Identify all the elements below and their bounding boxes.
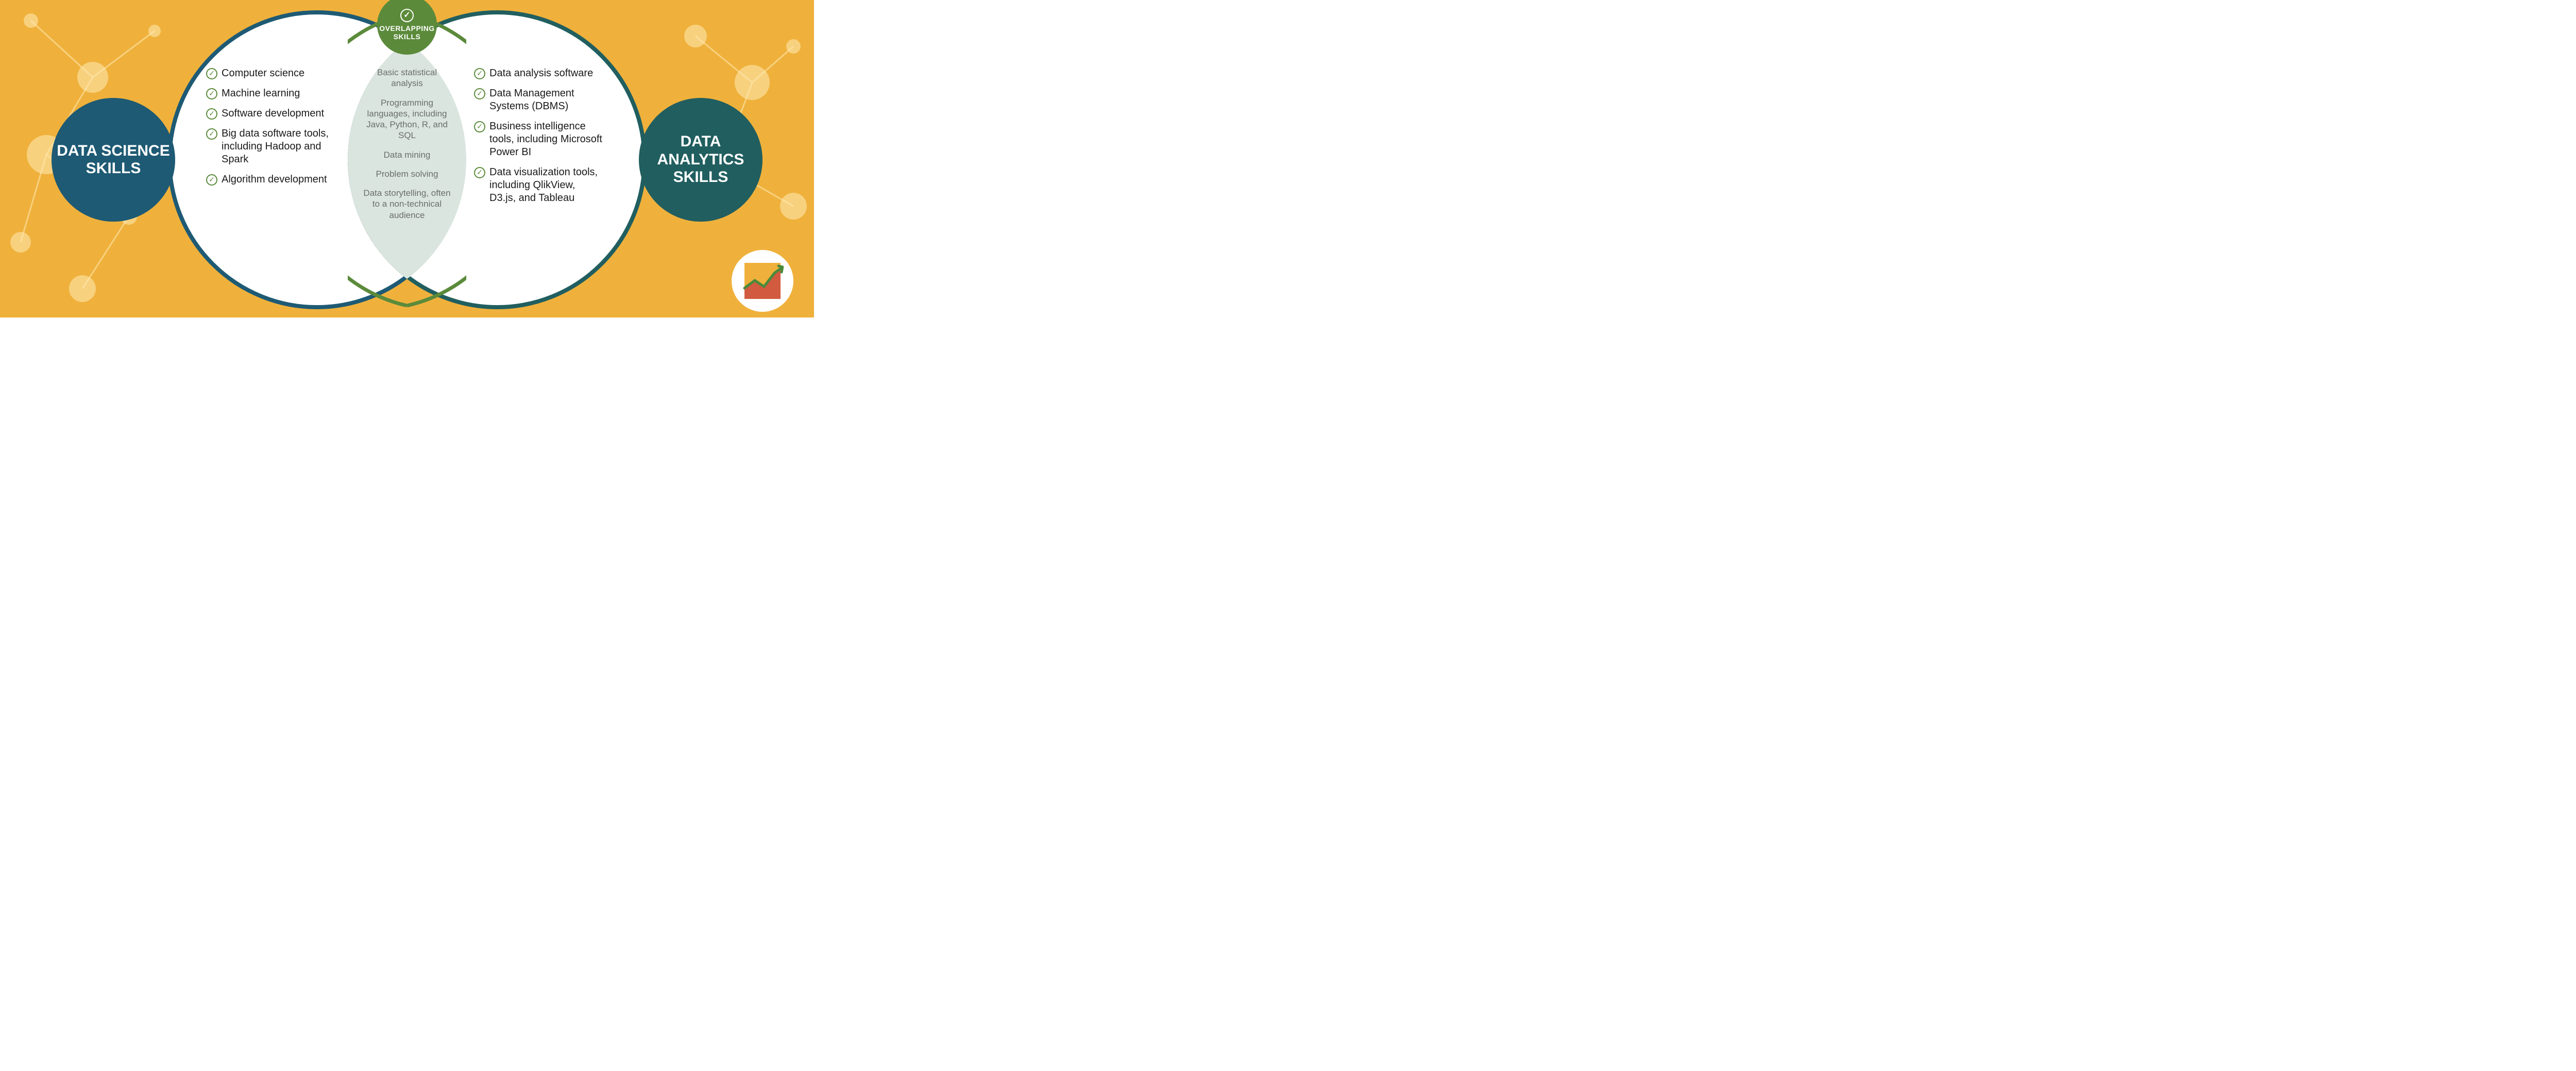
badge-left-label: DATA SCIENCE SKILLS bbox=[57, 142, 170, 178]
badge-overlap-label: OVERLAPPING SKILLS bbox=[379, 24, 434, 41]
list-item: ✓ Computer science bbox=[206, 67, 335, 80]
chart-icon bbox=[732, 250, 793, 312]
overlap-skills-list: Basic statistical analysis Programming l… bbox=[363, 67, 451, 229]
badge-right-label: DATA ANALYTICS SKILLS bbox=[644, 133, 757, 187]
skill-text: Business intelligence tools, including M… bbox=[489, 120, 603, 159]
skill-text: Algorithm development bbox=[222, 173, 327, 186]
skill-text: Software development bbox=[222, 107, 324, 120]
check-icon: ✓ bbox=[206, 108, 217, 120]
overlap-item: Data storytelling, often to a non-techni… bbox=[363, 188, 451, 221]
list-item: ✓ Big data software tools, including Hado… bbox=[206, 127, 335, 166]
check-icon: ✓ bbox=[474, 121, 485, 132]
badge-data-analytics: DATA ANALYTICS SKILLS bbox=[639, 98, 762, 222]
check-icon: ✓ bbox=[206, 68, 217, 79]
skill-text: Data analysis software bbox=[489, 67, 593, 80]
check-icon: ✓ bbox=[474, 88, 485, 99]
check-icon: ✓ bbox=[206, 88, 217, 99]
overlap-item: Basic statistical analysis bbox=[363, 67, 451, 89]
right-skills-list: ✓ Data analysis software ✓ Data Management… bbox=[474, 67, 603, 212]
skill-text: Data visualization tools, including Qlik… bbox=[489, 166, 603, 205]
check-icon: ✓ bbox=[206, 174, 217, 186]
check-icon: ✓ bbox=[400, 9, 414, 22]
list-item: ✓ Machine learning bbox=[206, 87, 335, 100]
list-item: ✓ Business intelligence tools, including … bbox=[474, 120, 603, 159]
list-item: ✓ Data Management Systems (DBMS) bbox=[474, 87, 603, 113]
skill-text: Computer science bbox=[222, 67, 304, 80]
overlap-item: Problem solving bbox=[363, 169, 451, 179]
list-item: ✓ Data visualization tools, including Qli… bbox=[474, 166, 603, 205]
skill-text: Data Management Systems (DBMS) bbox=[489, 87, 603, 113]
list-item: ✓ Algorithm development bbox=[206, 173, 335, 186]
skill-text: Big data software tools, including Hadoo… bbox=[222, 127, 335, 166]
left-skills-list: ✓ Computer science ✓ Machine learning ✓ Sof… bbox=[206, 67, 335, 193]
list-item: ✓ Data analysis software bbox=[474, 67, 603, 80]
check-icon: ✓ bbox=[206, 128, 217, 140]
list-item: ✓ Software development bbox=[206, 107, 335, 120]
overlap-item: Programming languages, including Java, P… bbox=[363, 97, 451, 141]
overlap-item: Data mining bbox=[363, 149, 451, 160]
badge-data-science: DATA SCIENCE SKILLS bbox=[52, 98, 175, 222]
check-icon: ✓ bbox=[474, 167, 485, 178]
check-icon: ✓ bbox=[474, 68, 485, 79]
skill-text: Machine learning bbox=[222, 87, 300, 100]
infographic-canvas: DATA SCIENCE SKILLS DATA ANALYTICS SKILL… bbox=[0, 0, 814, 317]
